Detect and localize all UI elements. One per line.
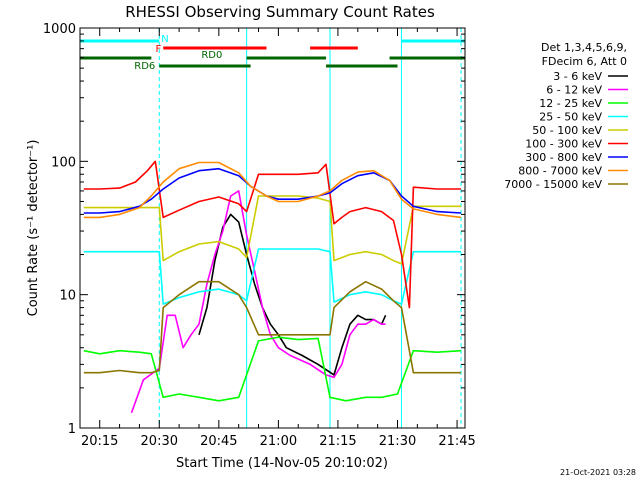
legend-label: 50 - 100 keV (532, 124, 602, 137)
y-tick-label: 100 (51, 155, 76, 170)
flag-bar-label: RD6 (134, 61, 155, 72)
x-tick-label: 21:45 (438, 434, 475, 449)
y-tick-label: 10 (59, 289, 76, 304)
y-axis-label: Count Rate (s⁻¹ detector⁻¹) (26, 140, 41, 317)
legend-label: 7000 - 15000 keV (504, 178, 602, 191)
x-tick-label: 21:00 (260, 434, 297, 449)
legend-label: 12 - 25 keV (539, 97, 602, 110)
info-block: Det 1,3,4,5,6,9, FDecim 6, Att 0 (541, 41, 627, 68)
legend-label: 6 - 12 keV (546, 84, 602, 97)
flag-bar-label: N (161, 34, 168, 45)
plot-frame (79, 27, 466, 429)
legend-label: 800 - 7000 keV (518, 165, 602, 178)
axes: 1 10 100 1000 20:15 20:30 20:45 21:00 21:15 21:30… (43, 22, 476, 449)
legend-label: 3 - 6 keV (553, 70, 602, 83)
info-line: FDecim 6, Att 0 (542, 55, 627, 68)
series-line (83, 280, 461, 374)
y-tick-label: 1000 (43, 22, 76, 37)
series-line (130, 190, 386, 414)
flag-bar-label: RD0 (201, 50, 222, 61)
x-tick-label: 21:15 (319, 434, 356, 449)
info-line: Det 1,3,4,5,6,9, (541, 41, 627, 54)
x-tick-label: 20:45 (200, 434, 237, 449)
series-line (198, 213, 387, 376)
legend-label: 300 - 800 keV (525, 151, 602, 164)
series-line (83, 336, 462, 402)
x-tick-label: 20:30 (141, 434, 178, 449)
footer-date: 21-Oct-2021 03:28 (560, 468, 636, 477)
plot-area: NF RD0 RD6 (80, 28, 465, 428)
series-line (83, 160, 461, 309)
series-line (83, 161, 462, 219)
x-axis-label: Start Time (14-Nov-05 20:10:02) (176, 456, 388, 471)
legend-label: 100 - 300 keV (525, 138, 602, 151)
legend-label: 25 - 50 keV (539, 111, 602, 124)
y-tick-label: 1 (68, 422, 76, 437)
x-tick-label: 20:15 (81, 434, 118, 449)
x-tick-label: 21:30 (379, 434, 416, 449)
flag-bar-label: F (155, 44, 161, 55)
chart-title: RHESSI Observing Summary Count Rates (125, 3, 435, 21)
